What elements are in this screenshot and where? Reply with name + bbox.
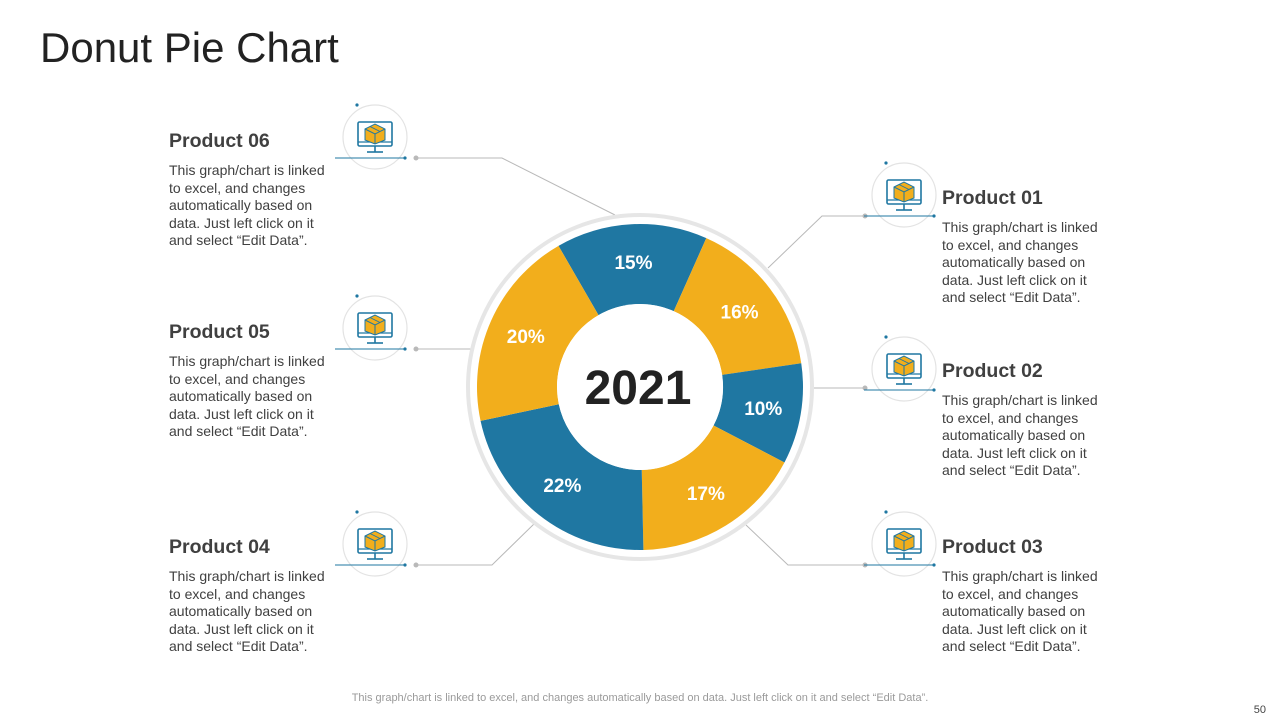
product-05-monitor-box-icon (335, 294, 408, 361)
donut-slice-2[interactable] (673, 238, 802, 375)
product-05-card: Product 05 This graph/chart is linked to… (169, 319, 339, 441)
connector-product-06 (416, 157, 616, 216)
slice-label-6: 20% (507, 327, 545, 348)
product-03-description: This graph/chart is linked to excel, and… (942, 568, 1098, 654)
slice-label-2: 16% (721, 302, 759, 323)
product-02-card: Product 02 This graph/chart is linked to… (942, 358, 1112, 480)
product-01-name: Product 01 (942, 187, 1043, 209)
donut-slice-3[interactable] (713, 363, 803, 463)
slice-label-5: 22% (543, 476, 581, 497)
product-02-description: This graph/chart is linked to excel, and… (942, 392, 1098, 478)
product-icons (335, 103, 937, 577)
product-05-description: This graph/chart is linked to excel, and… (169, 353, 325, 439)
page-title: Donut Pie Chart (40, 24, 339, 71)
product-04-description: This graph/chart is linked to excel, and… (169, 568, 325, 654)
connector-product-03 (745, 524, 865, 566)
product-01-card: Product 01 This graph/chart is linked to… (942, 185, 1112, 307)
product-03-name: Product 03 (942, 536, 1043, 558)
center-year-label: 2021 (585, 362, 692, 415)
donut-slice-1[interactable] (558, 224, 707, 316)
donut-hole (557, 304, 723, 470)
slice-label-3: 10% (744, 399, 782, 420)
slice-label-4: 17% (687, 484, 725, 505)
product-06-card: Product 06 This graph/chart is linked to… (169, 128, 339, 250)
connector-product-04 (416, 521, 537, 566)
product-06-description: This graph/chart is linked to excel, and… (169, 162, 325, 248)
slice-labels: 15% 16% 10% 17% 22% 20% (507, 253, 783, 505)
donut-slice-5[interactable] (480, 404, 644, 550)
product-05-name: Product 05 (169, 321, 270, 343)
donut-slice-6[interactable] (477, 245, 599, 421)
product-06-name: Product 06 (169, 130, 270, 152)
connector-product-01 (767, 215, 865, 269)
product-04-card: Product 04 This graph/chart is linked to… (169, 534, 339, 656)
donut-slice-4[interactable] (641, 425, 785, 550)
donut-slices (477, 224, 803, 550)
product-02-name: Product 02 (942, 360, 1043, 382)
footer-note: This graph/chart is linked to excel, and… (351, 692, 929, 704)
product-01-description: This graph/chart is linked to excel, and… (942, 219, 1098, 305)
connector-lines (416, 157, 865, 566)
product-02-monitor-box-icon (864, 335, 937, 402)
product-04-name: Product 04 (169, 536, 270, 558)
product-06-monitor-box-icon (335, 103, 408, 170)
slice-label-1: 15% (614, 253, 652, 274)
product-03-monitor-box-icon (864, 510, 937, 577)
product-04-monitor-box-icon (335, 510, 408, 577)
product-03-card: Product 03 This graph/chart is linked to… (942, 534, 1112, 656)
product-01-monitor-box-icon (864, 161, 937, 228)
page-number: 50 (1253, 704, 1266, 716)
